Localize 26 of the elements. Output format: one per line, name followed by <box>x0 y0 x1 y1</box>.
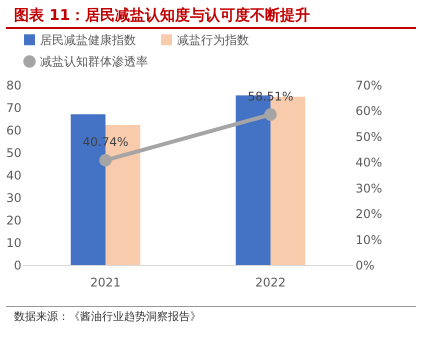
chart-title: 图表 11：居民减盐认知度与认可度不断提升 <box>6 0 416 29</box>
y-tick-label: 50 <box>6 146 22 160</box>
x-tick-label: 2021 <box>90 276 121 290</box>
y-tick-label: 10 <box>6 236 22 250</box>
data-label: 58.51% <box>248 90 294 104</box>
legend-label: 减盐行为指数 <box>177 32 249 47</box>
legend-label: 减盐认知群体渗透率 <box>40 54 148 68</box>
y2-tick-label: 40% <box>356 156 382 170</box>
y2-tick-label: 50% <box>356 130 382 144</box>
y2-tick-label: 20% <box>356 207 382 222</box>
y2-tick-label: 70% <box>356 78 382 92</box>
y-tick-label: 60 <box>6 124 22 138</box>
y-tick-label: 70 <box>6 101 22 115</box>
y2-tick-label: 60% <box>356 104 382 118</box>
data-label: 40.74% <box>82 135 128 150</box>
source-note: 数据来源：《酱油行业趋势洞察报告》 <box>6 306 416 326</box>
y2-tick-label: 30% <box>356 181 382 196</box>
legend-label: 居民减盐健康指数 <box>40 32 136 47</box>
y-tick-label: 0 <box>14 258 22 272</box>
x-tick-label: 2022 <box>255 276 286 290</box>
y-tick-label: 20 <box>6 214 22 228</box>
y-tick-label: 80 <box>6 78 22 92</box>
y-tick-label: 30 <box>6 191 22 205</box>
y2-tick-label: 10% <box>356 232 382 247</box>
y-tick-label: 40 <box>6 168 22 182</box>
y2-tick-label: 0% <box>356 258 375 272</box>
